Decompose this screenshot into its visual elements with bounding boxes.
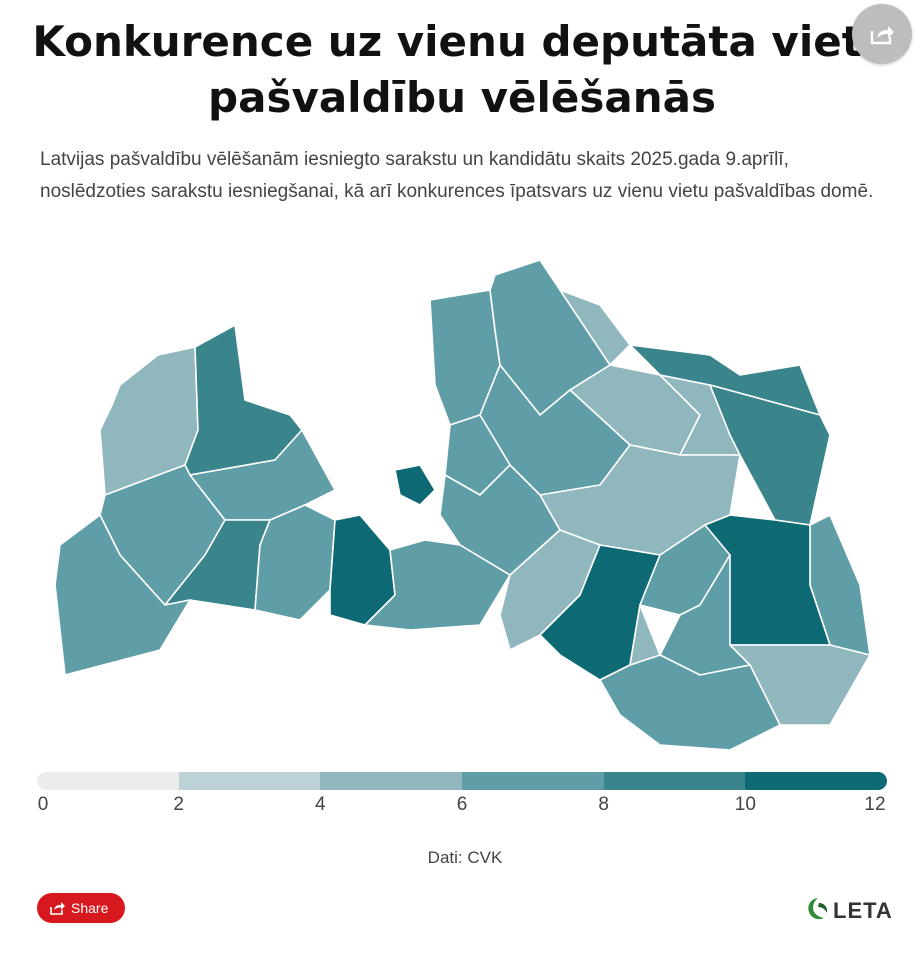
color-legend: 0 2 4 6 8 10 12: [37, 772, 887, 815]
legend-tick: 0: [37, 794, 49, 815]
share-button[interactable]: Share: [37, 893, 125, 923]
legend-bin-5: [745, 772, 887, 790]
legend-bin-1: [178, 772, 321, 790]
region-augsdaugava[interactable]: [599, 654, 781, 751]
legend-bin-4: [603, 772, 746, 790]
legend-tick: 8: [598, 794, 609, 815]
legend-tick: 6: [456, 794, 468, 815]
data-source: Dati: CVK: [427, 848, 503, 867]
top-share-button[interactable]: [852, 4, 912, 64]
legend-tick: 12: [864, 794, 886, 815]
title-line-2: pašvaldību vēlēšanās: [208, 73, 716, 122]
leta-logo: LETA: [806, 896, 892, 924]
legend-bin-3: [462, 772, 604, 790]
share-arrow-icon: [870, 26, 894, 45]
region-aluksne[interactable]: [629, 344, 821, 416]
region-riga[interactable]: [394, 464, 436, 506]
subtitle: Latvijas pašvaldību vēlēšanām iesniegto …: [40, 149, 874, 202]
region-bauska[interactable]: [364, 539, 511, 631]
leta-logo-text: LETA: [833, 898, 893, 923]
legend-tick: 2: [173, 794, 184, 815]
legend-bin-0: [37, 772, 179, 790]
title-line-1: Konkurence uz vienu deputāta vietu: [32, 17, 892, 66]
region-varaklani[interactable]: [629, 604, 661, 666]
region-dienvidkurzeme[interactable]: [54, 514, 191, 676]
share-box-icon: [50, 902, 65, 915]
chart-title: Konkurence uz vienu deputāta vietu pašva…: [0, 14, 924, 126]
legend-tick: 10: [734, 794, 756, 815]
legend-tick: 4: [315, 794, 326, 815]
latvia-map: [54, 259, 871, 751]
region-dobele[interactable]: [254, 504, 336, 621]
leta-leaf-icon: [808, 898, 828, 920]
share-button-label: Share: [71, 900, 109, 916]
legend-bin-2: [320, 772, 462, 790]
